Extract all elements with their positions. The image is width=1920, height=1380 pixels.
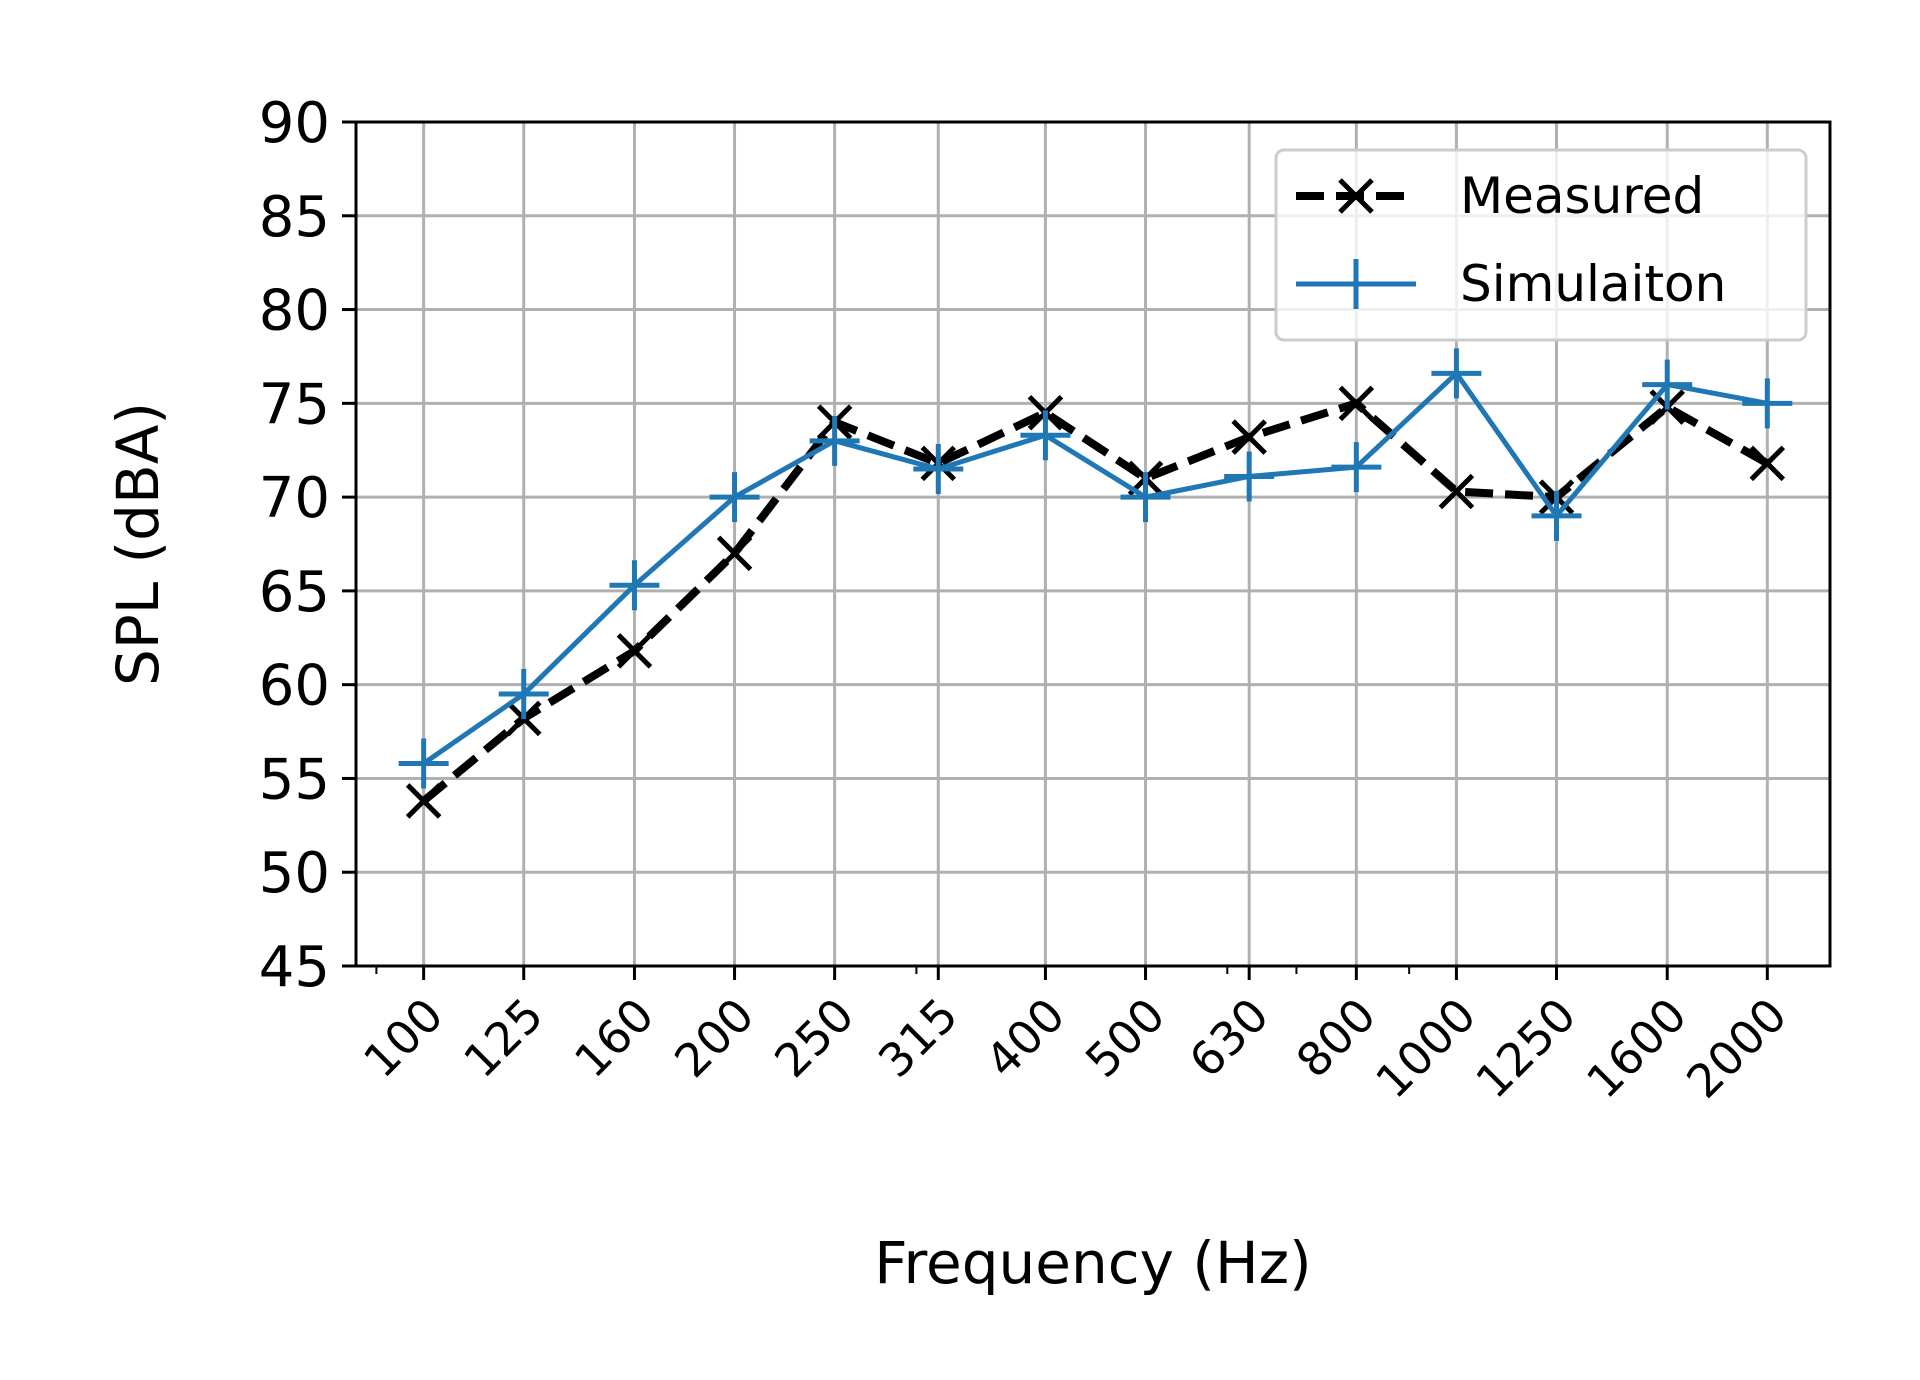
x-marker-stroke bbox=[1231, 419, 1267, 455]
y-axis-ticks: 45 50 55 60 65 70 75 80 85 90 bbox=[259, 91, 356, 1000]
data-point-simulaiton bbox=[498, 669, 549, 720]
y-tick-label: 60 bbox=[259, 654, 330, 719]
legend-frame bbox=[1274, 148, 1808, 342]
data-point-simulaiton bbox=[1742, 378, 1793, 429]
y-tick-label: 90 bbox=[259, 91, 330, 156]
data-point-measured bbox=[1749, 445, 1786, 482]
data-point-simulaiton bbox=[809, 415, 860, 466]
series-line-simulaiton bbox=[422, 370, 1768, 766]
x-marker-stroke bbox=[405, 783, 442, 819]
x-marker-stroke bbox=[1749, 445, 1786, 482]
data-point-simulaiton bbox=[398, 738, 449, 789]
x-marker-stroke bbox=[1338, 385, 1375, 422]
legend: Measured Simulaiton bbox=[1274, 148, 1808, 342]
x-marker-stroke bbox=[1438, 473, 1475, 510]
data-point-simulaiton bbox=[1642, 359, 1693, 410]
plot-frame bbox=[354, 120, 1832, 968]
data-point-measured bbox=[405, 783, 442, 819]
x-marker-stroke bbox=[1338, 178, 1374, 214]
data-point-simulaiton bbox=[1224, 451, 1275, 502]
data-point-measured bbox=[1231, 419, 1267, 455]
y-tick-label: 80 bbox=[259, 279, 330, 344]
legend-label-simulaiton: Simulaiton bbox=[1460, 255, 1726, 313]
legend-marker-simulaiton bbox=[1331, 259, 1381, 309]
data-point-simulaiton bbox=[913, 443, 964, 494]
data-point-simulaiton bbox=[1331, 442, 1382, 493]
legend-entry-measured: Measured bbox=[1296, 167, 1704, 225]
y-tick-label: 85 bbox=[259, 185, 330, 250]
data-point-simulaiton bbox=[709, 472, 760, 523]
y-tick-label: 75 bbox=[259, 372, 330, 437]
x-axis-label: Frequency (Hz) bbox=[874, 1229, 1311, 1297]
data-point-measured bbox=[716, 535, 753, 572]
data-point-simulaiton bbox=[1120, 472, 1171, 523]
x-marker-stroke bbox=[716, 535, 753, 572]
data-point-measured bbox=[1438, 473, 1475, 510]
data-point-simulaiton bbox=[609, 560, 660, 611]
y-tick-label: 65 bbox=[259, 560, 330, 625]
series-line-measured bbox=[421, 399, 1770, 805]
legend-entry-simulaiton: Simulaiton bbox=[1296, 255, 1726, 313]
data-point-simulaiton bbox=[1431, 348, 1482, 399]
data-point-simulaiton bbox=[1531, 490, 1582, 541]
legend-marker-measured bbox=[1338, 178, 1374, 214]
y-tick-label: 70 bbox=[259, 466, 330, 531]
data-point-measured bbox=[616, 633, 653, 669]
x-marker-stroke bbox=[616, 633, 653, 669]
series-layer bbox=[398, 348, 1793, 819]
y-tick-label: 50 bbox=[259, 841, 330, 906]
y-tick-label: 55 bbox=[259, 747, 330, 812]
legend-label-measured: Measured bbox=[1460, 167, 1704, 225]
data-point-simulaiton bbox=[1020, 410, 1071, 461]
y-tick-label: 45 bbox=[259, 935, 330, 1000]
data-point-measured bbox=[1338, 385, 1375, 422]
series-simulaiton bbox=[398, 348, 1793, 789]
y-axis-label: SPL (dBA) bbox=[104, 402, 172, 686]
